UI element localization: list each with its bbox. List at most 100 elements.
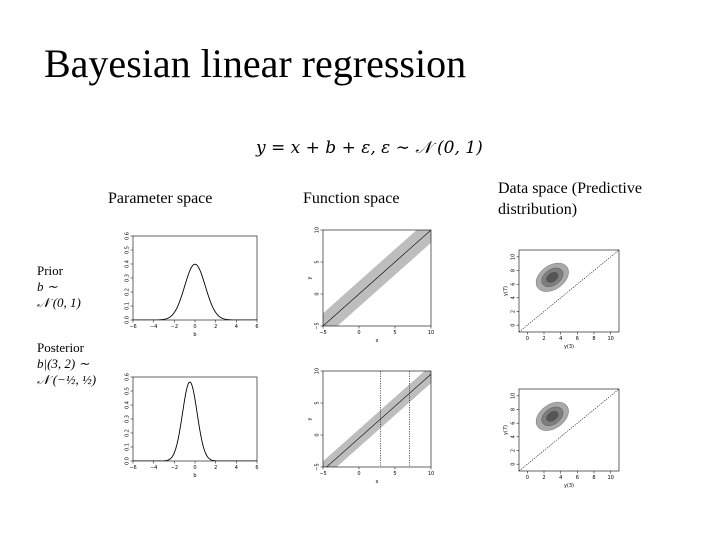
y-tick-label: −5 — [315, 322, 321, 329]
x-tick-label: 10 — [607, 336, 613, 342]
y-tick-label: 0.4 — [125, 260, 131, 268]
x-tick-label: 10 — [428, 330, 434, 336]
x-tick-label: 5 — [393, 330, 396, 336]
x-axis-label: x — [376, 479, 379, 485]
prior-math-2: 𝒩 (0, 1) — [37, 295, 81, 310]
prior-math-1: b ∼ — [37, 279, 58, 294]
x-tick-label: 4 — [559, 336, 562, 342]
y-tick-label: 2 — [511, 310, 517, 313]
x-tick-label: 0 — [357, 471, 360, 477]
plot-prior-function: −5 0 5 10 −5 0 5 10 x y — [307, 227, 434, 344]
x-tick-label: 8 — [592, 336, 595, 342]
x-tick-label: 6 — [576, 336, 579, 342]
x-tick-label: 6 — [255, 324, 258, 330]
y-tick-label: 8 — [511, 269, 517, 272]
y-axis-label: y(7) — [503, 286, 509, 296]
x-axis-label: b — [193, 473, 196, 479]
y-tick-label: 0.1 — [125, 302, 131, 310]
y-tick-label: 0.3 — [125, 415, 131, 423]
column-header-data: Data space (Predictive distribution) — [498, 178, 642, 220]
x-tick-label: 10 — [428, 471, 434, 477]
y-tick-label: 10 — [511, 393, 517, 399]
x-tick-label: 4 — [559, 475, 562, 481]
x-tick-label: −2 — [171, 324, 178, 330]
plot-frame — [518, 388, 620, 472]
mean-function-line — [323, 230, 431, 326]
x-axis-label: y(3) — [564, 344, 574, 350]
column-header-function: Function space — [303, 190, 400, 207]
y-tick-label: 10 — [315, 368, 321, 374]
plot-prior-parameter: −6 −4 −2 0 2 4 6 0.0 0.1 0.2 0.3 0.4 0.5 0.6 b — [125, 232, 259, 338]
column-header-data-line2: distribution) — [498, 201, 578, 218]
y-tick-label: 0.1 — [125, 443, 131, 451]
y-tick-label: 5 — [315, 401, 321, 404]
x-tick-label: 0 — [193, 465, 196, 471]
mean-function-line — [326, 373, 431, 467]
y-tick-label: 0.5 — [125, 246, 131, 254]
y-tick-label: 0.4 — [125, 401, 131, 409]
x-axis-label: x — [376, 338, 379, 344]
x-tick-label: −6 — [129, 465, 136, 471]
y-tick-label: 0.3 — [125, 274, 131, 282]
y-tick-label: 2 — [511, 449, 517, 452]
slide-title: Bayesian linear regression — [44, 41, 467, 86]
plot-posterior-parameter: −6 −4 −2 0 2 4 6 0.0 0.1 0.2 0.3 0.4 0.5 0.6 b — [125, 373, 259, 479]
prior-label: Prior — [37, 263, 63, 278]
density-contour-3 — [546, 411, 559, 422]
y-tick-label: 6 — [511, 422, 517, 425]
x-tick-label: −4 — [150, 465, 157, 471]
y-tick-label: 0 — [511, 463, 517, 466]
row-label-posterior: Posterior b|(3, 2) ∼ 𝒩 (−½, ½) — [37, 340, 96, 388]
y-axis-label: y(7) — [503, 425, 509, 435]
x-tick-label: −4 — [150, 324, 157, 330]
plot-frame — [132, 235, 258, 321]
plot-frame — [322, 229, 432, 327]
x-tick-label: 0 — [526, 336, 529, 342]
x-tick-label: 8 — [592, 475, 595, 481]
plot-frame — [322, 370, 432, 468]
y-tick-label: 0.0 — [125, 457, 131, 465]
density-curve — [133, 263, 257, 320]
x-tick-label: 4 — [235, 465, 238, 471]
plot-frame — [132, 376, 258, 462]
identity-line — [519, 250, 619, 332]
x-tick-label: −6 — [129, 324, 136, 330]
plot-posterior-function: −5 0 5 10 −5 0 5 10 x y — [307, 368, 434, 485]
y-tick-label: 0.2 — [125, 429, 131, 437]
plot-prior-data: 0 2 4 6 8 10 0 2 4 6 8 10 y(3) y(7) — [503, 249, 620, 350]
y-tick-label: 0.5 — [125, 387, 131, 395]
x-tick-label: 2 — [214, 465, 217, 471]
density-curve — [133, 381, 257, 461]
x-tick-label: 6 — [255, 465, 258, 471]
x-tick-label: 2 — [542, 475, 545, 481]
posterior-label: Posterior — [37, 340, 84, 355]
identity-line — [519, 389, 619, 471]
y-tick-label: 4 — [511, 435, 517, 438]
x-tick-label: 0 — [193, 324, 196, 330]
y-tick-label: 8 — [511, 408, 517, 411]
y-tick-label: 0.2 — [125, 288, 131, 296]
density-contour-3 — [546, 272, 559, 283]
x-tick-label: 2 — [214, 324, 217, 330]
x-tick-label: 10 — [607, 475, 613, 481]
y-tick-label: 0.6 — [125, 232, 131, 240]
x-tick-label: −5 — [319, 330, 326, 336]
posterior-math-2: 𝒩 (−½, ½) — [37, 372, 97, 387]
plot-posterior-data: 0 2 4 6 8 10 0 2 4 6 8 10 y(3) y(7) — [503, 388, 620, 489]
y-tick-label: 0.6 — [125, 373, 131, 381]
x-axis-label: y(3) — [564, 483, 574, 489]
y-axis-label: y — [307, 417, 313, 420]
x-tick-label: −2 — [171, 465, 178, 471]
y-tick-label: 0 — [315, 292, 321, 295]
x-tick-label: 0 — [357, 330, 360, 336]
contour-group — [535, 262, 569, 292]
y-tick-label: 5 — [315, 260, 321, 263]
y-axis-label: y — [307, 276, 313, 279]
y-tick-label: 0 — [511, 324, 517, 327]
x-tick-label: 2 — [542, 336, 545, 342]
posterior-math-1: b|(3, 2) ∼ — [37, 356, 90, 371]
x-tick-label: 6 — [576, 475, 579, 481]
y-tick-label: 0 — [315, 433, 321, 436]
x-axis-label: b — [193, 332, 196, 338]
credible-band — [323, 371, 431, 467]
